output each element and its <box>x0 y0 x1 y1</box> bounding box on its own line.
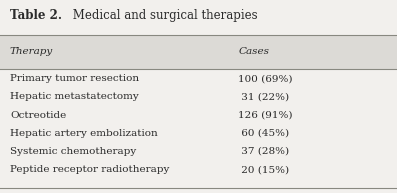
Text: Octreotide: Octreotide <box>10 111 66 119</box>
Text: 60 (45%): 60 (45%) <box>238 129 289 138</box>
Text: 20 (15%): 20 (15%) <box>238 165 289 174</box>
Text: 31 (22%): 31 (22%) <box>238 92 289 101</box>
Text: Peptide receptor radiotherapy: Peptide receptor radiotherapy <box>10 165 169 174</box>
Text: Hepatic metastatectomy: Hepatic metastatectomy <box>10 92 139 101</box>
Bar <box>0 35 397 69</box>
Text: Cases: Cases <box>238 47 269 56</box>
Text: Systemic chemotherapy: Systemic chemotherapy <box>10 147 136 156</box>
Text: 100 (69%): 100 (69%) <box>238 74 293 83</box>
Text: Primary tumor resection: Primary tumor resection <box>10 74 139 83</box>
Text: Therapy: Therapy <box>10 47 53 56</box>
Text: 126 (91%): 126 (91%) <box>238 111 293 119</box>
Text: Hepatic artery embolization: Hepatic artery embolization <box>10 129 158 138</box>
Text: 37 (28%): 37 (28%) <box>238 147 289 156</box>
Text: Medical and surgical therapies: Medical and surgical therapies <box>69 9 257 22</box>
Text: Table 2.: Table 2. <box>10 9 62 22</box>
